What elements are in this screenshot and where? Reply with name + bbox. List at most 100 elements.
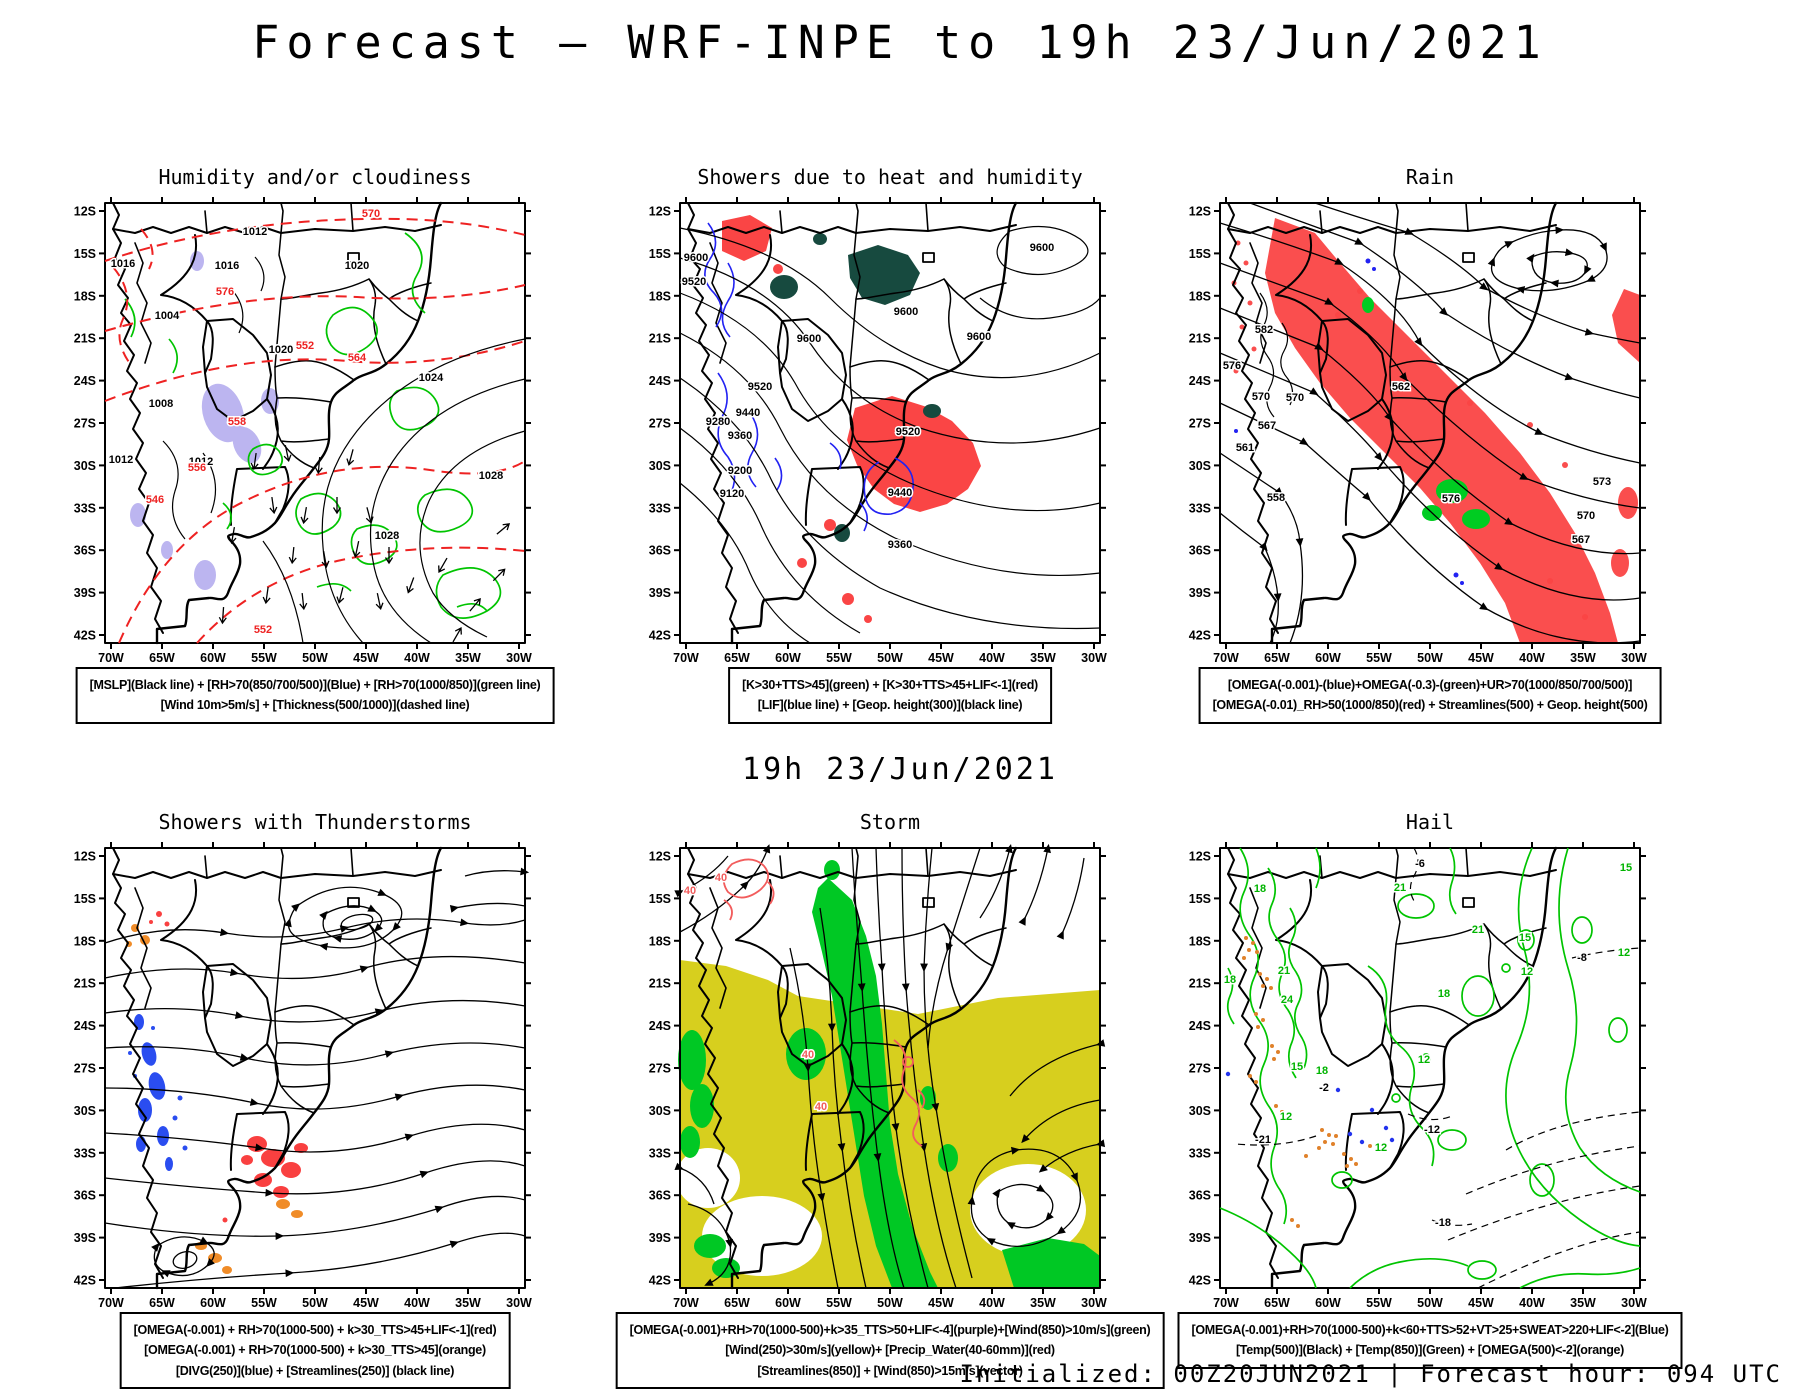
contour-label: 1012 bbox=[243, 226, 267, 238]
contour-label: 40 bbox=[715, 872, 727, 884]
axis-tick-label: 36S bbox=[1189, 1189, 1211, 1203]
axis-tick-label: 30S bbox=[649, 1104, 671, 1118]
caption-line: [Wind(250)>30m/s](yellow)+ [Precip_Water… bbox=[725, 1343, 1055, 1358]
axis-tick-label: 18S bbox=[74, 289, 96, 303]
contour-label: 1016 bbox=[111, 258, 135, 270]
axis-tick-label: 40W bbox=[1519, 1296, 1545, 1310]
contour-label: 9440 bbox=[888, 487, 912, 499]
axis-tick-label: 36S bbox=[649, 544, 671, 558]
contour-label: 1012 bbox=[189, 456, 213, 468]
contour-label: 573 bbox=[1593, 476, 1611, 488]
contour-label: 556 bbox=[188, 462, 206, 474]
axis-tick-label: 12S bbox=[74, 205, 96, 219]
axis-tick-label: 21S bbox=[1189, 332, 1211, 346]
contour-label: -21 bbox=[1255, 1134, 1271, 1146]
axis-tick-label: 36S bbox=[74, 544, 96, 558]
axis-tick-label: 30W bbox=[1621, 651, 1647, 665]
caption-line: [OMEGA(-0.01)_RH>50(1000/850)(red) + Str… bbox=[1212, 698, 1648, 713]
axis-tick-label: 12S bbox=[1189, 205, 1211, 219]
omega-orange-specks bbox=[1242, 936, 1372, 1228]
axis-tick-label: 18S bbox=[649, 289, 671, 303]
axis-tick-label: 39S bbox=[74, 1231, 96, 1245]
axis-tick-label: 40W bbox=[979, 1296, 1005, 1310]
contour-label: -8 bbox=[1577, 952, 1587, 964]
contour-label: 1012 bbox=[109, 454, 133, 466]
precip-water-red-contours bbox=[722, 858, 926, 1147]
axis-tick-label: 70W bbox=[1213, 651, 1239, 665]
contour-label: 21 bbox=[1394, 882, 1406, 894]
contour-label: 570 bbox=[1252, 391, 1270, 403]
andes-height-squiggles bbox=[1259, 292, 1294, 418]
axis-tick-label: 30W bbox=[506, 1296, 532, 1310]
axis-tick-label: 24S bbox=[649, 374, 671, 388]
contour-label: 564 bbox=[348, 352, 367, 364]
axis-tick-label: 30S bbox=[74, 459, 96, 473]
axis-tick-label: 65W bbox=[724, 651, 750, 665]
instability-teal-areas bbox=[770, 233, 941, 542]
axis-tick-label: 15S bbox=[1189, 892, 1211, 906]
axis-tick-label: 60W bbox=[1315, 651, 1341, 665]
contour-label: 1028 bbox=[479, 470, 503, 482]
caption-box: [MSLP](Black line) + [RH>70(850/700/500)… bbox=[75, 667, 555, 724]
axis-tick-label: 27S bbox=[1189, 417, 1211, 431]
panel-humidity: Humidity and/or cloudiness bbox=[65, 165, 555, 724]
contour-label: 15 bbox=[1620, 862, 1632, 874]
axis-tick-label: 39S bbox=[649, 1231, 671, 1245]
axis-tick-label: 50W bbox=[302, 651, 328, 665]
contour-label: 576 bbox=[1442, 493, 1460, 505]
contour-label: 9440 bbox=[736, 407, 760, 419]
axis-tick-label: 27S bbox=[74, 1062, 96, 1076]
hail-blue-specks bbox=[1225, 1071, 1395, 1153]
panel-title: Showers due to heat and humidity bbox=[697, 165, 1083, 189]
contour-label: 40 bbox=[815, 1101, 827, 1113]
contour-label: 9280 bbox=[706, 416, 730, 428]
contour-label: 1028 bbox=[375, 530, 399, 542]
page-title: Forecast — WRF-INPE to 19h 23/Jun/2021 bbox=[252, 16, 1548, 69]
axis-tick-label: 18S bbox=[74, 934, 96, 948]
panel-thunderstorms: Showers with Thunderstorms bbox=[65, 810, 533, 1389]
caption-box: [K>30+TTS>45](green) + [K>30+TTS>45+LIF<… bbox=[728, 667, 1052, 724]
contour-label: 561 bbox=[1236, 442, 1254, 454]
panel-title: Showers with Thunderstorms bbox=[158, 810, 472, 834]
contour-label: 40 bbox=[684, 885, 696, 897]
caption-line: [LIF](blue line) + [Geop. height(300)](b… bbox=[757, 698, 1023, 713]
axis-tick-label: 35W bbox=[1030, 651, 1056, 665]
axis-tick-label: 70W bbox=[673, 651, 699, 665]
axis-tick-label: 42S bbox=[649, 629, 671, 643]
axis-tick-label: 27S bbox=[649, 417, 671, 431]
contour-label: 567 bbox=[1258, 420, 1276, 432]
axis-tick-label: 36S bbox=[1189, 544, 1211, 558]
streamlines-250 bbox=[104, 871, 525, 1289]
axis-tick-label: 21S bbox=[74, 977, 96, 991]
axis-tick-label: 42S bbox=[74, 629, 96, 643]
axis-tick-label: 35W bbox=[455, 651, 481, 665]
contour-label: 12 bbox=[1418, 1054, 1430, 1066]
axis-tick-label: 27S bbox=[649, 1062, 671, 1076]
axis-tick-label: 40W bbox=[404, 651, 430, 665]
caption-line: [OMEGA(-0.001) + RH>70(1000-500) + k>30_… bbox=[133, 1323, 497, 1337]
axis-tick-label: 39S bbox=[1189, 586, 1211, 600]
contour-label: -2 bbox=[1319, 1082, 1329, 1094]
contour-label: 21 bbox=[1278, 965, 1290, 977]
low-center bbox=[172, 1251, 198, 1269]
contour-label: 570 bbox=[1286, 392, 1304, 404]
panel-rain: Rain bbox=[1180, 165, 1662, 724]
axis-tick-label: 55W bbox=[251, 651, 277, 665]
axis-tick-label: 55W bbox=[826, 651, 852, 665]
axis-tick-label: 33S bbox=[649, 501, 671, 515]
contour-label: 1020 bbox=[269, 344, 293, 356]
axis-tick-label: 30W bbox=[1081, 1296, 1107, 1310]
axis-tick-label: 18S bbox=[1189, 934, 1211, 948]
axis-tick-label: 30S bbox=[649, 459, 671, 473]
caption-line: [MSLP](Black line) + [RH>70(850/700/500)… bbox=[89, 678, 541, 692]
geopotential-300-contours bbox=[679, 225, 1101, 644]
contour-label: 9600 bbox=[1030, 242, 1054, 254]
axis-tick-label: 15S bbox=[74, 247, 96, 261]
panel-title: Rain bbox=[1405, 165, 1455, 189]
caption-line: [Wind 10m>5m/s] + [Thickness(500/1000)](… bbox=[160, 698, 470, 713]
axis-tick-label: 45W bbox=[353, 651, 379, 665]
contour-label: 567 bbox=[1572, 534, 1590, 546]
